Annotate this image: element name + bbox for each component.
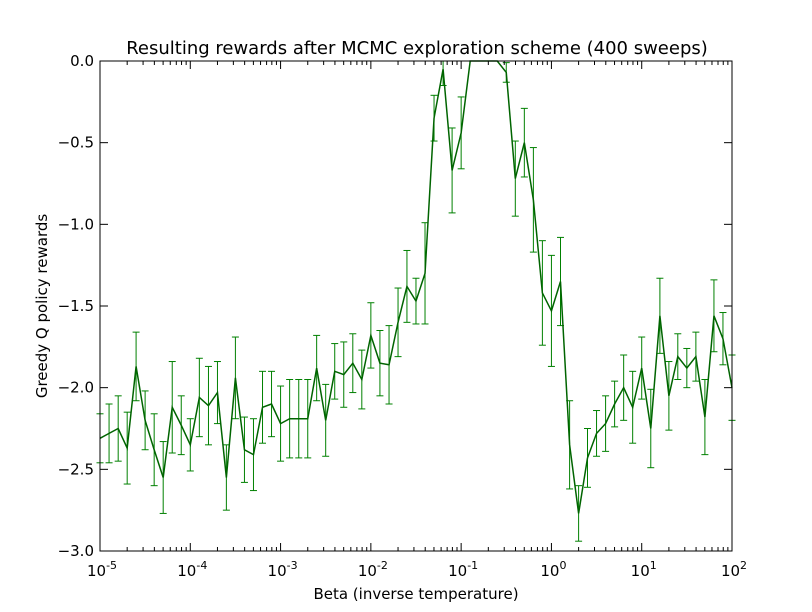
y-tick-label: −1.0: [58, 215, 94, 233]
series-line: [99, 60, 733, 514]
y-tick-label: 0.0: [70, 52, 94, 70]
x-tick-label: 100: [540, 559, 566, 580]
x-tick-label: 10-2: [358, 559, 388, 580]
y-tick-label: −3.0: [58, 542, 94, 560]
y-tick-label: −2.0: [58, 379, 94, 397]
y-tick-label: −0.5: [58, 134, 94, 152]
chart-title: Resulting rewards after MCMC exploration…: [126, 38, 708, 59]
x-tick-label: 101: [631, 559, 657, 580]
x-tick-label: 10-4: [177, 559, 207, 580]
y-tick-label: −2.5: [58, 460, 94, 478]
series-line-group: [99, 60, 733, 514]
x-tick-label: 10-3: [268, 559, 298, 580]
x-tick-label: 10-5: [87, 559, 117, 580]
ticks-group: [99, 60, 733, 552]
x-tick-label: 102: [721, 559, 747, 580]
tick-labels-group: 10-5 10-4 10-3 10-2 10-1 100 101 102 0.0 −0.5 −1.0…: [58, 52, 747, 580]
y-axis-label: Greedy Q policy rewards: [33, 214, 51, 399]
x-axis-label: Beta (inverse temperature): [313, 585, 518, 603]
x-tick-label: 10-1: [448, 559, 478, 580]
y-tick-label: −1.5: [58, 297, 94, 315]
